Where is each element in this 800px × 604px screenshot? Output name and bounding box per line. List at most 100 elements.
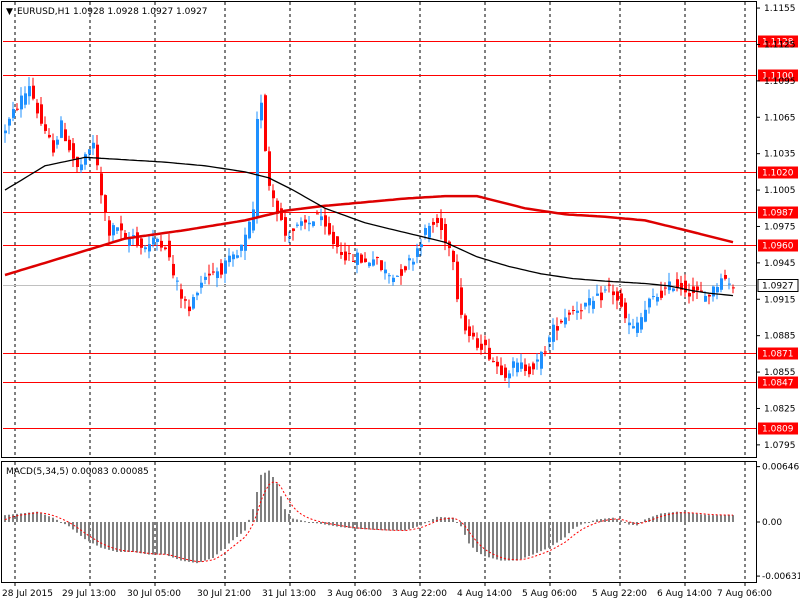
level-label: 1.0847 [762, 379, 794, 389]
macd-hist-bar [4, 515, 6, 522]
candle-body [268, 151, 271, 186]
candle-body [332, 231, 335, 244]
candle-body [296, 224, 299, 226]
candle-body [564, 317, 567, 325]
macd-hist-bar [472, 522, 474, 548]
candle-body [380, 260, 383, 271]
macd-hist-bar [16, 513, 18, 522]
candle-body [192, 297, 195, 309]
candle-body [648, 298, 651, 308]
macd-hist-bar [264, 472, 266, 522]
macd-hist-bar [248, 519, 250, 522]
macd-hist-bar [224, 522, 226, 548]
macd-hist-bar [356, 522, 358, 529]
price-tick-label: 1.1125 [764, 40, 796, 50]
candle-body [640, 317, 643, 330]
macd-hist-bar [708, 515, 710, 522]
candle-body [372, 259, 375, 266]
macd-hist-bar [604, 518, 606, 522]
macd-hist-bar [308, 522, 310, 523]
macd-hist-bar [500, 522, 502, 561]
candle-body [620, 293, 623, 307]
macd-hist-bar [596, 519, 598, 522]
candle-body [168, 240, 171, 258]
candle-body [472, 332, 475, 337]
candle-body [496, 361, 499, 367]
macd-hist-bar [548, 522, 550, 548]
macd-hist-bar [568, 522, 570, 534]
time-label: 30 Jul 05:00 [127, 589, 181, 599]
candle-body [600, 292, 603, 301]
candle-body [220, 263, 223, 275]
macd-hist-bar [204, 522, 206, 561]
candle-body [540, 351, 543, 369]
macd-hist-bar [228, 522, 230, 544]
macd-hist-bar [352, 522, 354, 529]
macd-hist-bar [664, 513, 666, 522]
price-tick-label: 1.1035 [764, 150, 796, 160]
candle-body [116, 227, 119, 231]
candle-body [656, 296, 659, 302]
candle-body [680, 282, 683, 290]
level-label: 1.1100 [762, 72, 794, 82]
price-tick-label: 1.1005 [764, 186, 796, 196]
candle-body [140, 238, 143, 248]
candle-body [524, 364, 527, 372]
candle-body [416, 248, 419, 257]
macd-panel-frame [1, 461, 757, 583]
macd-hist-bar [188, 522, 190, 562]
macd-hist-bar [332, 522, 334, 526]
price-tick-label: 1.0855 [764, 368, 796, 378]
macd-hist-bar [20, 513, 22, 522]
macd-hist-bar [432, 519, 434, 522]
macd-hist-bar [292, 518, 294, 522]
macd-hist-bar [320, 522, 322, 524]
macd-hist-bar [244, 522, 246, 531]
macd-hist-bar [528, 522, 530, 557]
candle-body [584, 302, 587, 307]
candle-body [568, 312, 571, 315]
macd-hist-bar [220, 522, 222, 551]
macd-hist-bar [232, 522, 234, 541]
candle-body [184, 299, 187, 301]
macd-hist-bar [536, 522, 538, 553]
chart-collapse-triangle[interactable]: ▼ [6, 7, 13, 17]
macd-hist-bar [540, 522, 542, 552]
macd-hist-bar [488, 522, 490, 558]
candle-body [652, 296, 655, 298]
candle-body [724, 274, 727, 279]
candle-body [72, 143, 75, 159]
macd-hist-bar [464, 522, 466, 535]
candle-body [8, 118, 11, 126]
candle-body [520, 362, 523, 369]
candle-body [488, 347, 491, 360]
macd-hist-bar [172, 522, 174, 558]
candle-body [636, 322, 639, 333]
macd-hist-bar [520, 522, 522, 560]
macd-hist-bar [180, 522, 182, 561]
candle-body [612, 291, 615, 296]
candle-body [240, 244, 243, 251]
candle-body [404, 266, 407, 271]
macd-hist-bar [428, 521, 430, 523]
candle-body [156, 238, 159, 242]
ma-fast-line [4, 156, 734, 297]
candle-body [712, 286, 715, 297]
candle-body [252, 209, 255, 231]
macd-hist-bar [444, 517, 446, 522]
macd-hist-bar [276, 483, 278, 522]
macd-hist-bar [612, 517, 614, 522]
macd-hist-bar [116, 522, 118, 552]
candle-body [360, 254, 363, 263]
macd-hist-bar [636, 522, 638, 526]
price-tick-label: 1.0945 [764, 259, 796, 269]
candle-body [80, 164, 83, 171]
macd-hist-bar [372, 522, 374, 530]
macd-hist-bar [556, 522, 558, 543]
candle-body [188, 306, 191, 312]
macd-hist-bar [388, 522, 390, 531]
candle-body [180, 289, 183, 299]
candle-body [48, 134, 51, 138]
